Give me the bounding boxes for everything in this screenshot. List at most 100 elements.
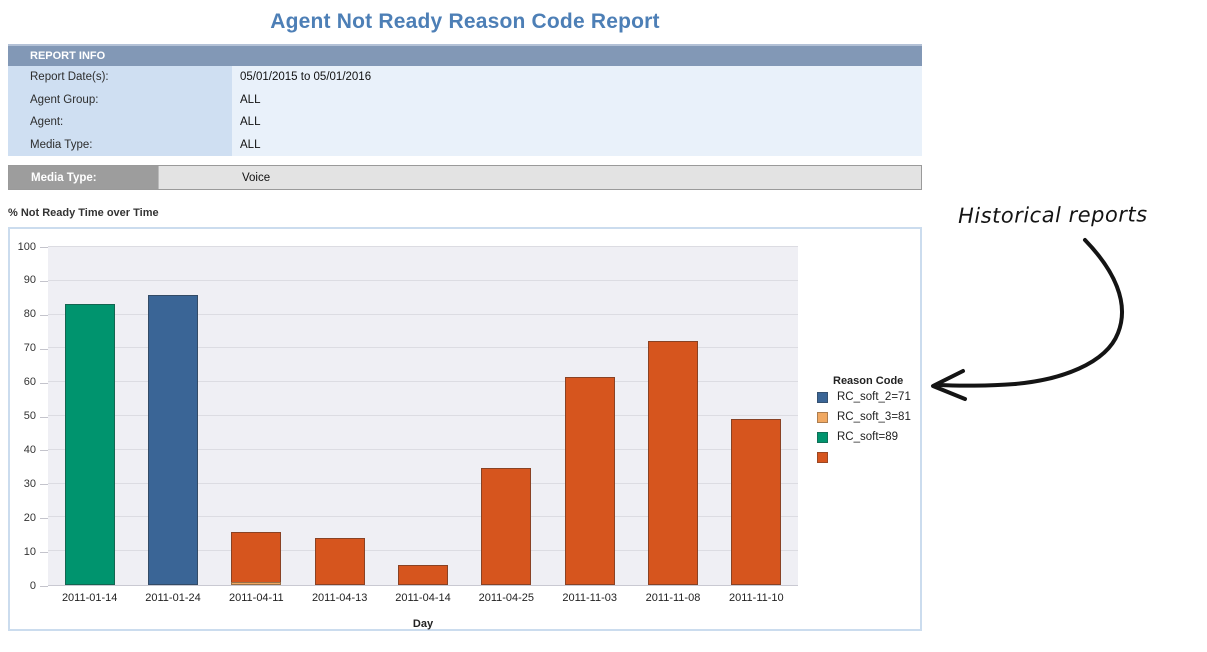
legend-item: RC_soft=89 [817,427,922,447]
report-info-row: Media Type: ALL [8,133,922,156]
bar-slot [48,247,131,585]
x-axis-label: 2011-04-11 [229,592,284,604]
bar-slot [131,247,214,585]
y-axis-tick-label: 100 [17,240,36,253]
media-type-value: Voice [158,166,921,189]
y-axis-tick-label: 30 [23,477,36,490]
report-info-row: Report Date(s): 05/01/2015 to 05/01/2016 [8,66,922,89]
x-axis-label: 2011-04-25 [478,592,535,604]
gridline [48,279,798,281]
y-axis-tick [40,416,48,418]
bar-segment [64,303,115,585]
report-info-table: REPORT INFO Report Date(s): 05/01/2015 to… [8,44,922,156]
bar-segment [147,295,198,585]
gridline [48,448,798,450]
legend-item: RC_soft_2=71 [817,387,922,407]
gridline [48,550,798,552]
legend: Reason Code RC_soft_2=71 RC_soft_3=81 RC_s… [817,375,922,467]
row-value: ALL [240,93,261,106]
legend-items: RC_soft_2=71 RC_soft_3=81 RC_soft=89 [817,387,922,467]
media-type-bar: Media Type: Voice [8,165,922,190]
legend-title: Reason Code [833,375,904,387]
x-axis-title: Day [412,618,434,630]
bar-segment [481,468,532,585]
bar-2011-11-08 [647,340,698,585]
y-axis-tick-label: 40 [23,443,36,456]
y-axis-tick-label: 60 [23,376,36,389]
x-axis-label: 2011-04-13 [311,592,368,604]
y-axis-tick-label: 50 [23,410,36,422]
y-axis-tick-label: 90 [23,274,36,287]
bar-segment [231,532,282,582]
bar-2011-04-25 [481,468,532,585]
gridline [48,482,798,484]
row-value: ALL [240,116,261,129]
bar-2011-11-03 [564,376,615,585]
bar-slot [215,247,298,585]
legend-swatch-icon [817,391,828,403]
legend-item [817,447,922,467]
plot-area [48,246,798,586]
legend-swatch-icon [817,411,828,423]
bar-segment [397,564,448,585]
legend-item: RC_soft_3=81 [817,407,922,427]
bar-slot [298,247,381,585]
annotation-arrow-icon [931,238,1124,401]
row-label: Agent: [8,111,232,134]
y-axis-tick-label: 20 [23,511,36,524]
report-info-row: Agent: ALL [8,111,922,134]
bar-segment [231,581,282,585]
bar-2011-04-14 [397,564,448,585]
bar-segment [647,340,698,585]
y-axis-tick [40,552,48,554]
y-axis-tick [40,586,48,587]
y-axis-tick [40,247,48,248]
gridline [48,246,798,247]
y-axis-tick [40,314,48,316]
report-info-row: Agent Group: ALL [8,88,922,111]
bar-2011-11-10 [731,418,782,585]
row-value: 05/01/2015 to 05/01/2016 [240,71,372,84]
row-label: Media Type: [8,133,232,156]
bar-slot [381,247,464,585]
y-axis-tick [40,518,48,520]
legend-label: RC_soft_3=81 [837,411,911,423]
bar-2011-01-14 [64,303,115,585]
x-axis-label: 2011-01-24 [145,592,201,604]
legend-swatch-icon [817,431,828,443]
y-axis-tick [40,450,48,452]
bar-segment [564,376,615,585]
y-axis-tick-label: 10 [23,545,36,558]
x-axis-label: 2011-01-14 [61,592,118,604]
annotation-text: Historical reports [957,202,1148,229]
y-axis-tick [40,484,48,486]
page-title: Agent Not Ready Reason Code Report [270,10,660,33]
gridline [48,381,798,383]
x-axis-label: 2011-11-03 [562,592,617,604]
report-info-body: Report Date(s): 05/01/2015 to 05/01/2016 A… [8,66,922,156]
y-axis-tick-label: 70 [23,342,36,355]
bar-2011-04-13 [314,537,365,585]
bar-slot [548,247,631,585]
gridline [48,415,798,416]
bar-2011-04-11 [231,532,282,585]
x-axis-label: 2011-04-14 [395,592,451,604]
y-axis-tick [40,280,48,282]
chart-title: % Not Ready Time over Time [8,207,159,219]
legend-swatch-icon [817,451,828,463]
bar-slot [715,247,798,585]
legend-label: RC_soft_2=71 [837,391,911,403]
y-axis-tick [40,382,48,384]
bar-2011-01-24 [147,295,198,585]
bar-slot [631,247,714,585]
x-axis-label: 2011-11-10 [729,592,784,604]
y-axis-tick-label: 0 [29,579,36,592]
row-value: ALL [240,138,261,151]
bar-segment [731,418,782,585]
gridline [48,516,798,518]
report-info-header: REPORT INFO [8,44,922,66]
report-page: Agent Not Ready Reason Code Report REPOR… [8,0,922,631]
row-label: Agent Group: [8,88,232,111]
row-label: Report Date(s): [8,66,232,89]
gridline [48,313,798,315]
